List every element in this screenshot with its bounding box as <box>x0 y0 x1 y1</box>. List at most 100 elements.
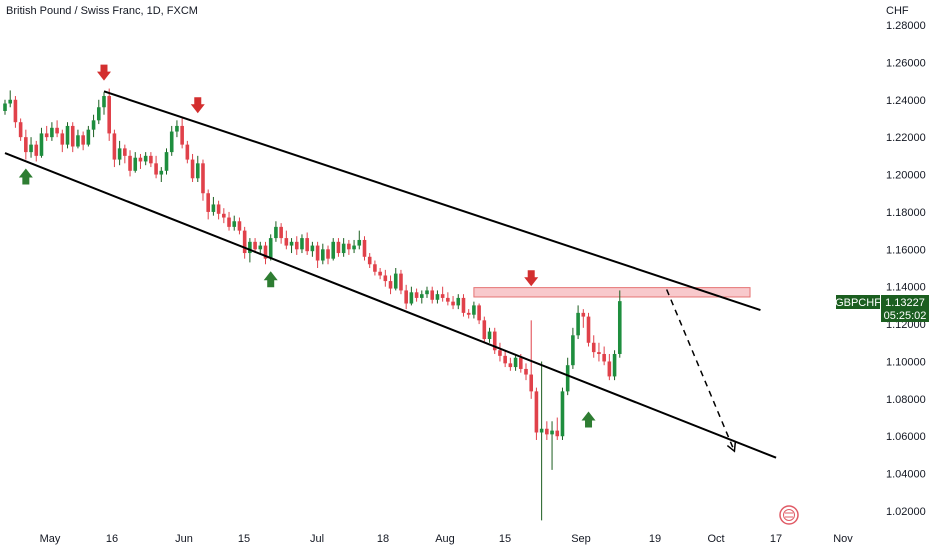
resistance-zone <box>473 287 751 298</box>
candle <box>555 417 560 440</box>
candle <box>399 269 403 295</box>
candle <box>576 305 580 340</box>
candle <box>149 152 153 168</box>
candle <box>607 353 612 381</box>
price-tick-label: 1.04000 <box>886 469 926 481</box>
last-price-label: 1.13227 <box>885 297 925 309</box>
candle <box>331 238 336 261</box>
candle-body <box>498 350 502 356</box>
candle-body <box>65 125 70 145</box>
candle-body <box>409 292 414 304</box>
candle <box>206 189 210 220</box>
candle <box>117 140 122 166</box>
candle-body <box>138 157 143 162</box>
candle <box>222 208 226 224</box>
candle <box>65 122 70 149</box>
candle-body <box>232 221 237 227</box>
price-axis[interactable]: 1.28000 1.26000 1.24000 1.22000 1.20000 1.180… <box>886 20 926 518</box>
candle <box>446 292 450 306</box>
candle <box>456 294 461 310</box>
candle <box>435 290 440 304</box>
candle-body <box>617 301 622 354</box>
price-tick-label: 1.22000 <box>886 132 926 144</box>
resistance-zone-layer <box>473 287 751 298</box>
candle <box>315 241 320 268</box>
candle-body <box>492 331 497 351</box>
candle <box>242 226 247 259</box>
candle-body <box>164 152 169 171</box>
candle-body <box>597 352 601 354</box>
candle-body <box>284 238 289 246</box>
candle <box>55 120 59 138</box>
candle <box>24 129 28 160</box>
candle-body <box>289 241 294 246</box>
candle-body <box>294 241 299 250</box>
candle <box>466 309 471 319</box>
candle-body <box>39 133 44 156</box>
candle-body <box>477 305 481 321</box>
candle <box>524 363 528 381</box>
candle <box>211 196 216 216</box>
chart-title: British Pound / Swiss Franc, 1D, FXCM <box>6 5 198 17</box>
candle <box>175 120 179 138</box>
candle <box>492 327 497 354</box>
candle-body <box>565 365 570 392</box>
candle <box>13 96 18 128</box>
candle-body <box>169 131 174 153</box>
candle <box>461 294 466 317</box>
candle <box>86 125 91 147</box>
candle-body <box>123 148 127 156</box>
candle-body <box>253 241 257 250</box>
candle-body <box>545 428 549 435</box>
candle-body <box>612 353 617 377</box>
candle-body <box>81 135 85 145</box>
candle <box>367 253 372 268</box>
candle <box>164 148 169 175</box>
candle-body <box>133 157 138 171</box>
candle-body <box>112 133 117 160</box>
candle-body <box>60 133 65 145</box>
candle <box>169 125 174 156</box>
candle-body <box>378 271 382 276</box>
candle-body <box>242 230 247 254</box>
candle <box>232 215 237 231</box>
candle <box>123 144 127 164</box>
arrow-down-icon <box>524 270 539 287</box>
seal-icon <box>779 505 799 525</box>
time-tick-label: Aug <box>435 533 455 545</box>
candle-body <box>503 355 507 364</box>
arrow-down-icon <box>96 64 111 81</box>
price-tick-label: 1.10000 <box>886 356 926 368</box>
price-tick-label: 1.14000 <box>886 282 926 294</box>
candle <box>539 361 544 521</box>
candle-body <box>388 281 393 289</box>
candle-body <box>149 155 153 164</box>
candle <box>70 122 75 153</box>
price-tick-label: 1.18000 <box>886 207 926 219</box>
candle-body <box>300 238 304 250</box>
candle <box>310 241 315 257</box>
price-tick-label: 1.26000 <box>886 57 926 69</box>
time-tick-label: Oct <box>707 533 724 545</box>
candle-body <box>102 96 106 108</box>
candle-body <box>315 245 320 261</box>
time-axis[interactable]: May 16 Jun 15 Jul 18 Aug 15 Sep 19 Oct 17 Nov <box>40 533 854 545</box>
candle <box>253 238 257 254</box>
candle <box>185 140 190 164</box>
candle-body <box>456 297 461 306</box>
candle <box>581 309 586 328</box>
arrow-up-icon <box>581 411 596 428</box>
candle-body <box>446 297 450 302</box>
candle <box>180 118 184 149</box>
candle-body <box>607 361 612 377</box>
candle <box>190 153 195 183</box>
price-axis-unit: CHF <box>886 5 909 17</box>
candle-body <box>425 290 429 295</box>
candle <box>294 236 299 255</box>
candle <box>34 140 39 162</box>
candle-body <box>117 148 122 160</box>
arrow-down-icon <box>190 97 205 114</box>
candle-body <box>211 204 216 212</box>
candle <box>347 239 351 255</box>
